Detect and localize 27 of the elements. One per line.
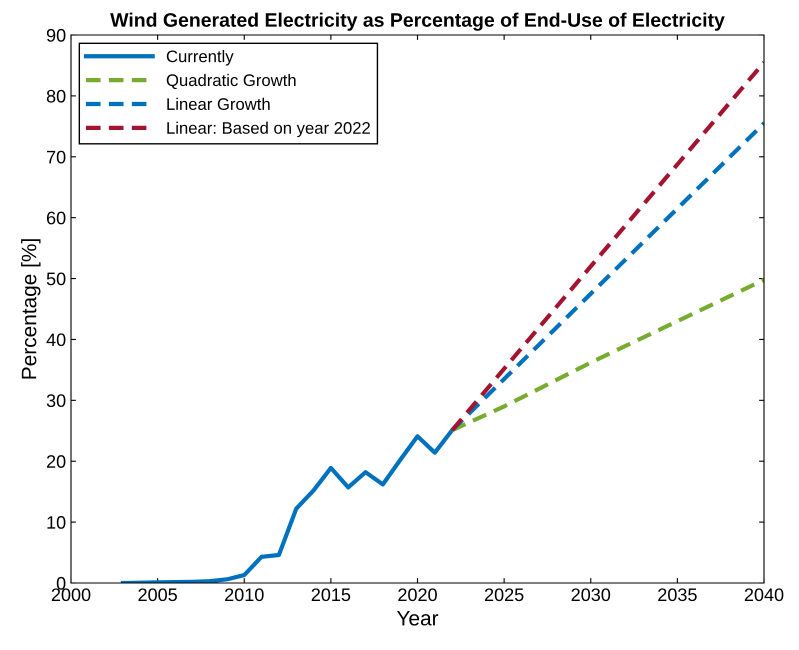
y-tick-label: 90 [46, 28, 66, 42]
y-axis-title: Percentage [%] [21, 239, 40, 379]
y-tick-label: 60 [46, 212, 66, 224]
x-tick-label: 2005 [138, 588, 177, 602]
y-tick-label: 30 [46, 394, 66, 408]
x-tick-label: 2010 [225, 588, 264, 602]
x-tick-label: 2035 [658, 588, 697, 602]
y-tick-label: 50 [46, 272, 66, 286]
x-axis-title: Year [396, 611, 438, 626]
x-tick-label: 2030 [572, 588, 610, 602]
chart-title: Wind Generated Electricity as Percentage of End-Use of Electricity [110, 12, 725, 31]
y-tick-label: 10 [47, 516, 66, 529]
legend-label: Linear Growth [167, 98, 270, 110]
y-tick-label: 70 [46, 150, 66, 164]
x-tick-label: 2040 [744, 588, 784, 602]
x-tick-label: 2000 [52, 588, 90, 602]
y-tick-label: 20 [46, 455, 66, 468]
y-tick-label: 80 [46, 90, 66, 103]
legend-label: Quadratic Growth [166, 74, 296, 90]
x-tick-label: 2020 [398, 588, 437, 602]
x-tick-label: 2025 [484, 588, 524, 602]
legend-label: Linear: Based on year 2022 [167, 122, 370, 138]
x-tick-label: 2015 [312, 588, 350, 602]
line-series [450, 278, 764, 432]
y-tick-label: 0 [56, 576, 66, 590]
y-tick-label: 40 [46, 333, 66, 346]
legend-label: Currently [166, 50, 234, 66]
